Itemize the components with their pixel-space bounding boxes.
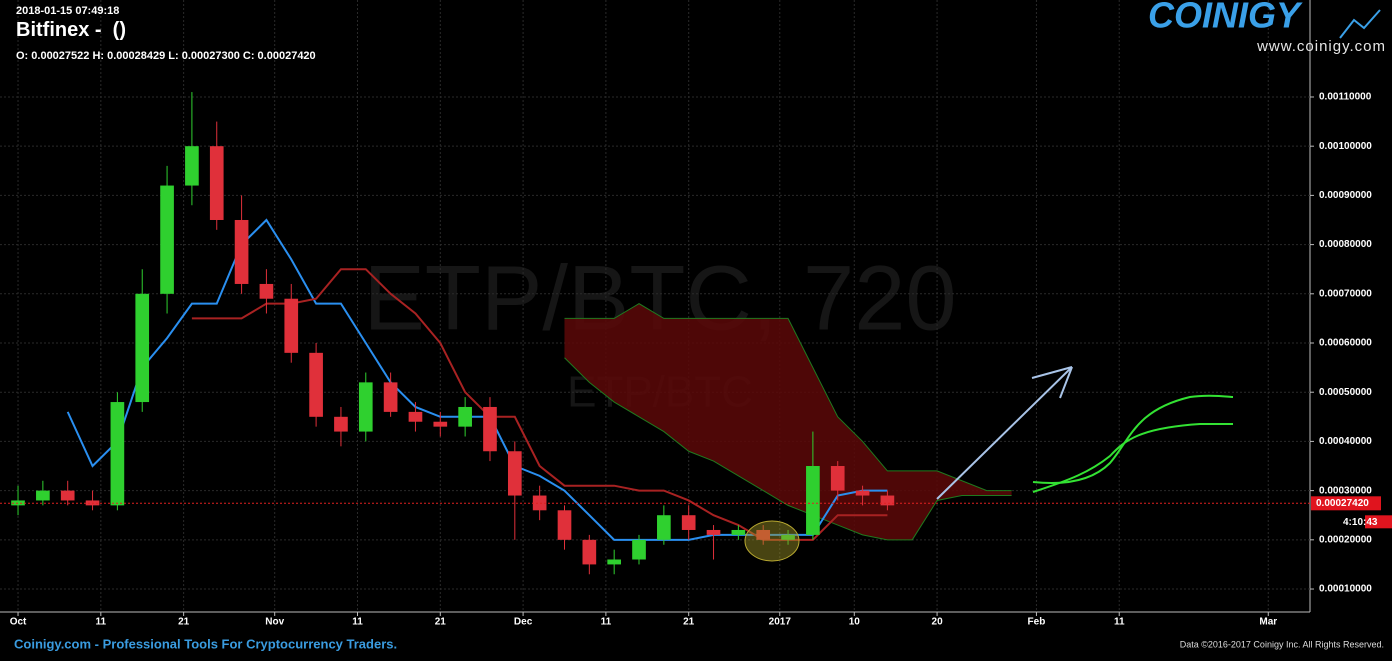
x-tick-label: Mar [1259, 617, 1277, 628]
x-tick-label: Feb [1028, 617, 1046, 628]
highlight-ellipse [744, 520, 800, 562]
candle-body [880, 495, 895, 506]
candle-body [433, 421, 448, 427]
candle-body [532, 495, 547, 511]
arrow [936, 366, 1073, 500]
candle-body [582, 539, 597, 565]
logo-icon [1339, 9, 1381, 39]
candle-body [657, 515, 671, 540]
candle-body [110, 402, 125, 506]
x-tick-label: Nov [265, 617, 284, 628]
cloud-edge [564, 303, 1012, 492]
y-tick-label: 0.00030000 [1319, 485, 1372, 496]
candle-body [185, 146, 199, 186]
cloud-edge [564, 357, 1012, 541]
y-tick-label: 0.00020000 [1319, 534, 1372, 545]
projection-curve [1032, 394, 1234, 493]
candle-body [756, 529, 771, 540]
candle-body [483, 406, 497, 452]
logo-url: www.coinigy.com [1256, 38, 1386, 55]
last-price-box [1311, 496, 1381, 511]
candle-body [259, 283, 274, 299]
footer-left: Coinigy.com - Professional Tools For Cry… [14, 636, 397, 651]
x-tick-label: 10 [849, 617, 861, 628]
candle-body [458, 406, 472, 427]
candle-body [358, 382, 373, 432]
x-tick-label: 11 [96, 617, 107, 628]
candle-body [309, 352, 323, 417]
y-tick-label: 0.00010000 [1319, 584, 1372, 595]
candle-body [681, 515, 696, 530]
last-price-label: 0.00027420 [1316, 498, 1369, 509]
candle-body [209, 146, 224, 220]
countdown: 4:10:43 [1343, 517, 1378, 528]
countdown-box [1365, 515, 1392, 529]
candle-body [408, 411, 423, 422]
candle-body [60, 490, 75, 501]
x-tick-label: 11 [352, 617, 363, 628]
candle-body [632, 539, 646, 560]
market-title: Bitfinex - () [16, 19, 126, 41]
y-tick-label: 0.00060000 [1319, 338, 1372, 349]
candle-body [284, 298, 299, 353]
candle-body [36, 490, 50, 501]
candle-body [806, 466, 820, 535]
y-tick-label: 0.00090000 [1319, 190, 1372, 201]
x-tick-label: 21 [435, 617, 447, 628]
y-tick-label: 0.00100000 [1319, 141, 1372, 152]
candle-body [781, 534, 795, 540]
y-tick-label: 0.00040000 [1319, 436, 1372, 447]
candle-body [383, 382, 398, 412]
y-tick-label: 0.00050000 [1319, 387, 1372, 398]
x-tick-label: 2017 [769, 617, 792, 628]
candle-body [160, 185, 174, 294]
x-tick-label: 20 [932, 617, 944, 628]
cloud [564, 303, 1012, 540]
candle-body [855, 490, 870, 496]
y-tick-label: 0.00110000 [1319, 92, 1372, 103]
y-tick-label: 0.00070000 [1319, 288, 1372, 299]
indicator-line [191, 268, 888, 541]
indicator-line [66, 218, 888, 541]
y-tick-label: 0.00080000 [1319, 239, 1372, 250]
candle-body [706, 529, 721, 535]
candle-body [731, 529, 746, 535]
candle-body [135, 293, 150, 403]
candle-body [507, 451, 522, 496]
candle-body [830, 466, 845, 491]
x-tick-label: 11 [1114, 617, 1125, 628]
x-tick-label: 21 [178, 617, 190, 628]
candle-body [557, 510, 572, 540]
ohlc: O: 0.00027522 H: 0.00028429 L: 0.0002730… [16, 50, 316, 62]
candle-body [334, 416, 348, 432]
x-tick-label: 21 [683, 617, 695, 628]
candle-body [607, 559, 622, 565]
candle-body [11, 500, 25, 506]
x-tick-label: 11 [601, 617, 612, 628]
timestamp: 2018-01-15 07:49:18 [16, 5, 120, 17]
candle-body [234, 219, 249, 284]
x-tick-label: Dec [514, 617, 533, 628]
logo: COINIGY [1148, 0, 1303, 36]
x-tick-label: Oct [10, 617, 27, 628]
footer-right: Data ©2016-2017 Coinigy Inc. All Rights … [1180, 639, 1384, 649]
